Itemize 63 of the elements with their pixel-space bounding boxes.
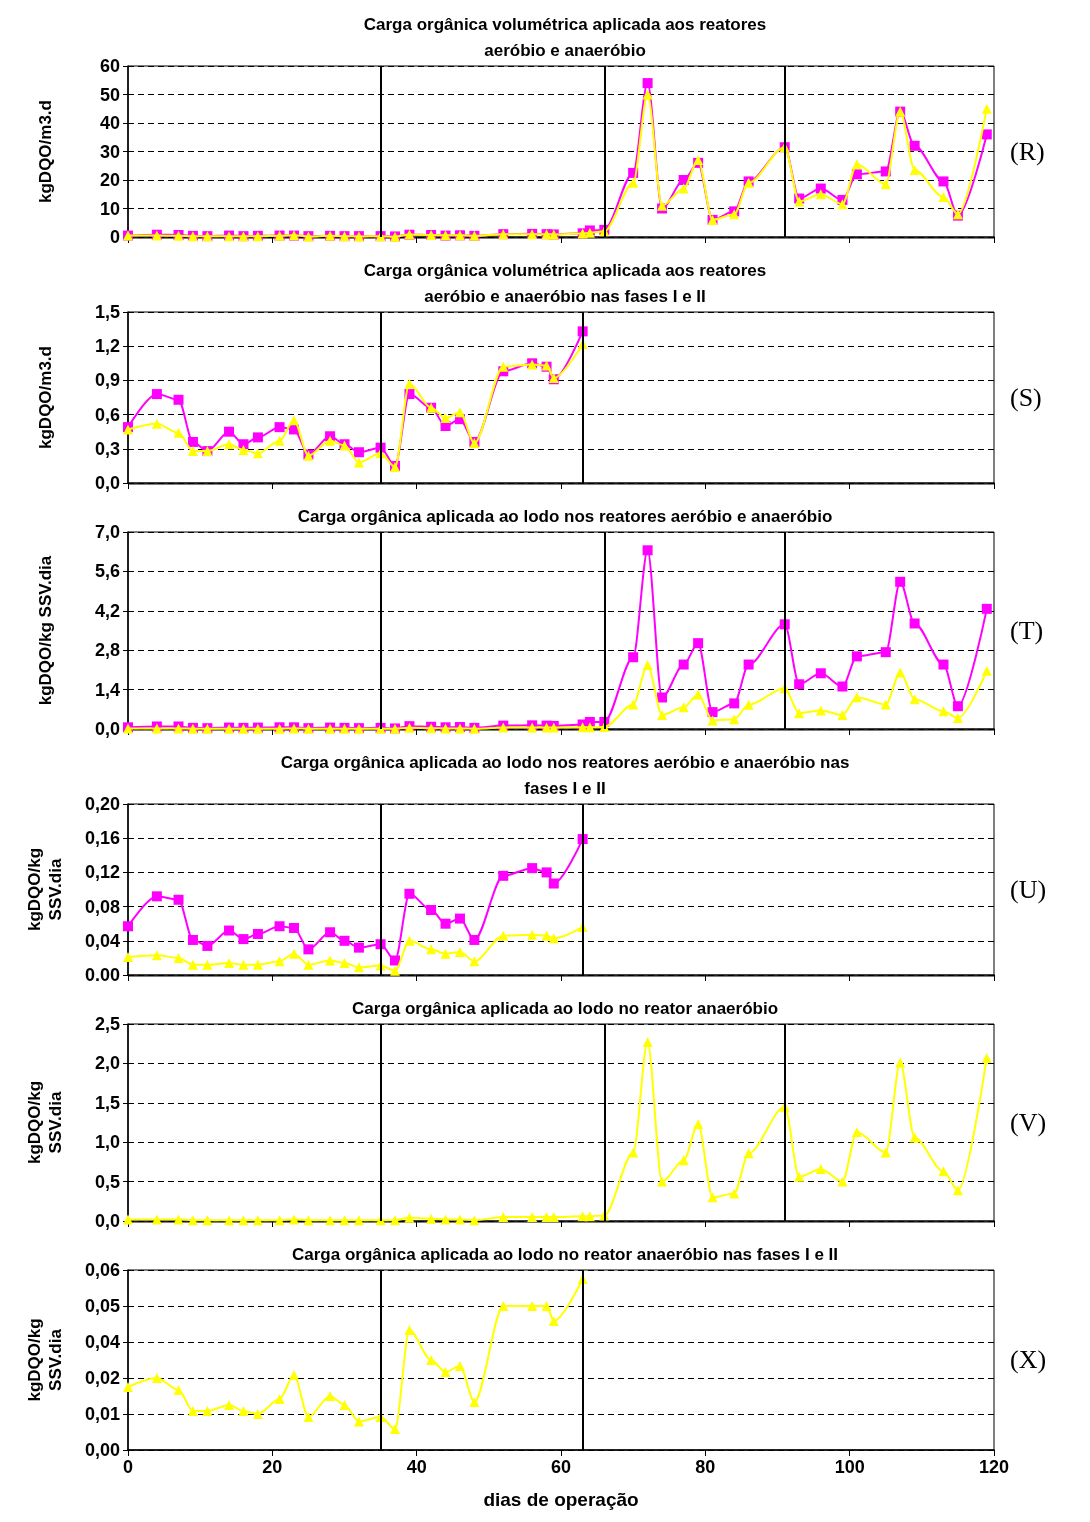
y-tick-label: 40: [99, 113, 120, 133]
y-tick-label: 60: [99, 56, 120, 76]
y-tick-label: 1,2: [94, 336, 120, 357]
text: (V): [1010, 1107, 1047, 1137]
y-tick-label: 1,5: [94, 302, 120, 322]
text: (S): [1010, 382, 1042, 412]
y-axis-title: kgDQO/m3.d: [36, 100, 55, 203]
y-tick-label: 0,04: [84, 930, 120, 951]
x-axis-title: dias de operação: [483, 1489, 639, 1510]
y-tick-label: 0,20: [84, 794, 120, 814]
x-tick-label: 80: [695, 1457, 716, 1477]
y-axis-title: kgDQO/kg SSV.dia: [36, 555, 55, 706]
y-tick-label: 2,5: [94, 1014, 120, 1034]
y-tick-label: 0,16: [84, 828, 120, 849]
y-tick-label: 0,08: [84, 896, 120, 917]
text: (T): [1010, 615, 1044, 645]
y-tick-label: 0,9: [94, 370, 120, 391]
x-tick-label: 0: [122, 1457, 134, 1477]
y-tick-label: 1,5: [94, 1092, 120, 1113]
y-tick-label: 0.00: [84, 965, 120, 985]
x-tick-label: 60: [550, 1457, 572, 1477]
y-axis-title: kgDQO/m3.d: [36, 346, 55, 449]
y-tick-label: 0,5: [94, 1171, 120, 1192]
chart-title: Carga orgânica aplicada ao lodo nos reatores aeróbio e anaeróbio: [297, 506, 833, 526]
y-tick-label: 2,8: [94, 640, 120, 661]
y-tick-label: 30: [99, 141, 120, 162]
chart-title: Carga orgânica volumétrica aplicada aos reatores aeróbio e anaeróbio: [363, 14, 767, 60]
y-tick-label: 4,2: [94, 600, 120, 621]
y-tick-label: 0,05: [84, 1296, 120, 1316]
y-axis-title: kgDQO/kg SSV.dia: [25, 1080, 65, 1165]
y-tick-label: 0,01: [84, 1404, 120, 1424]
y-tick-label: 0,00: [84, 1440, 120, 1460]
chart-title: Carga orgânica aplicada ao lodo no reator anaeróbio nas fases I e II: [291, 1244, 839, 1264]
x-tick-label: 20: [262, 1457, 283, 1477]
y-tick-label: 2,0: [94, 1053, 120, 1074]
y-tick-label: 0,3: [94, 438, 120, 459]
y-tick-label: 5,6: [94, 561, 120, 582]
chart-title: Carga orgânica aplicada ao lodo no reator anaeróbio: [351, 998, 779, 1018]
y-axis-title: kgDQO/kg SSV.dia: [25, 847, 65, 932]
y-tick-label: 0,0: [94, 1211, 120, 1231]
y-tick-label: 0,12: [84, 862, 120, 883]
chart-title: Carga orgânica volumétrica aplicada aos reatores aeróbio e anaeróbio nas fases I e II: [363, 260, 767, 306]
text: (X): [1010, 1344, 1047, 1374]
y-tick-label: 1,4: [94, 679, 120, 700]
y-tick-label: 0,02: [84, 1368, 120, 1388]
y-axis-title: kgDQO/kg SSV.dia: [25, 1318, 65, 1402]
y-tick-label: 50: [99, 84, 120, 105]
y-tick-label: 1,0: [94, 1132, 120, 1153]
y-tick-label: 0,6: [94, 404, 120, 425]
y-tick-label: 10: [99, 198, 120, 219]
y-tick-label: 0,06: [84, 1260, 120, 1280]
y-tick-label: 20: [99, 170, 120, 190]
y-tick-label: 0,04: [84, 1332, 120, 1352]
text: (R): [1010, 136, 1045, 166]
x-tick-label: 100: [834, 1457, 865, 1477]
x-tick-label: 120: [978, 1457, 1010, 1477]
x-tick-label: 40: [406, 1457, 427, 1477]
y-tick-label: 0,0: [94, 719, 120, 739]
y-tick-label: 7,0: [94, 522, 120, 542]
y-tick-label: 0,0: [94, 473, 120, 493]
text: (U): [1010, 874, 1047, 904]
y-tick-label: 0: [109, 227, 120, 247]
chart-title: Carga orgânica aplicada ao lodo nos reatores aeróbio e anaeróbio nas fases I e II: [280, 752, 850, 798]
